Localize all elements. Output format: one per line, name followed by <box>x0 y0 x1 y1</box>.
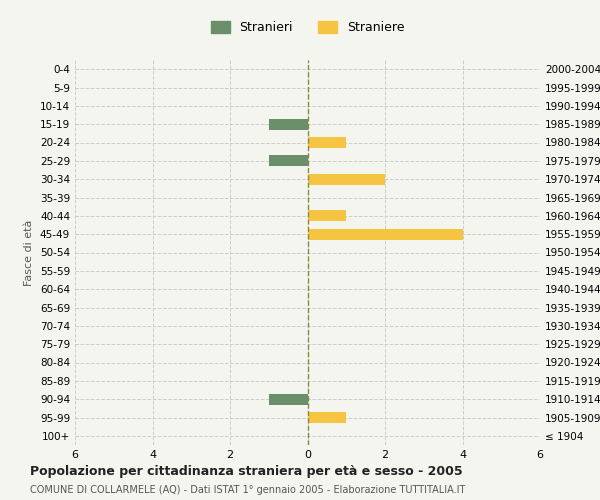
Bar <box>269 394 308 404</box>
Bar <box>308 228 463 239</box>
Bar <box>308 210 346 222</box>
Bar <box>308 137 346 148</box>
Bar <box>308 174 385 184</box>
Y-axis label: Fasce di età: Fasce di età <box>25 220 34 286</box>
Text: COMUNE DI COLLARMELE (AQ) - Dati ISTAT 1° gennaio 2005 - Elaborazione TUTTITALIA: COMUNE DI COLLARMELE (AQ) - Dati ISTAT 1… <box>30 485 466 495</box>
Y-axis label: Anni di nascita: Anni di nascita <box>597 211 600 294</box>
Text: Popolazione per cittadinanza straniera per età e sesso - 2005: Popolazione per cittadinanza straniera p… <box>30 465 463 478</box>
Bar <box>269 118 308 130</box>
Bar <box>308 412 346 423</box>
Bar <box>269 156 308 166</box>
Legend: Stranieri, Straniere: Stranieri, Straniere <box>206 16 409 39</box>
